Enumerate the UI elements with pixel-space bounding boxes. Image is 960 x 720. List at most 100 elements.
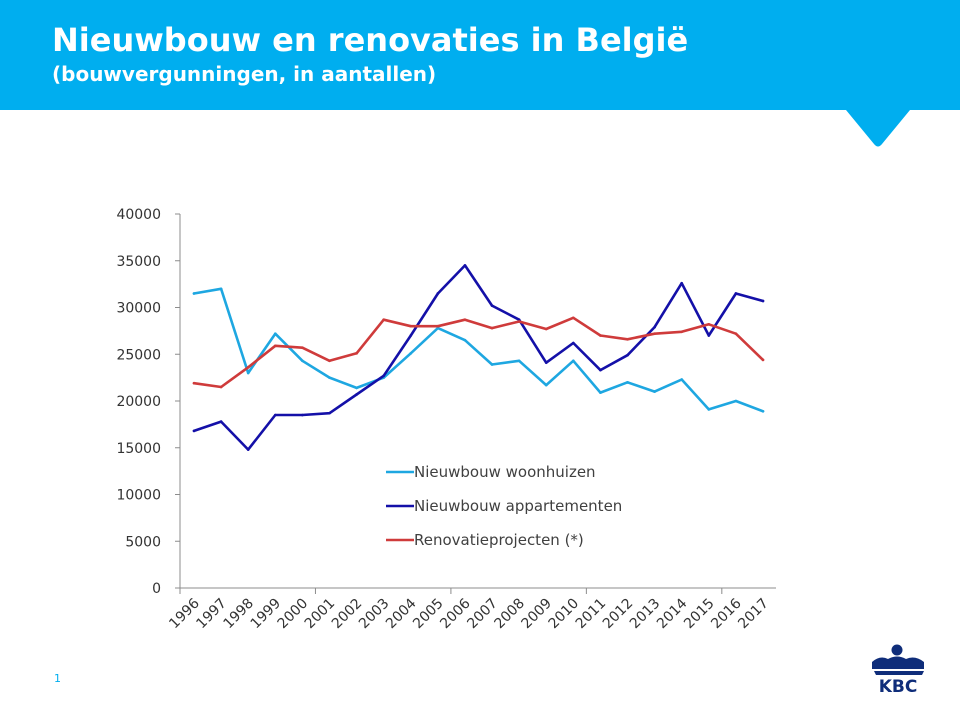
- data-point: [409, 324, 413, 328]
- y-tick-label: 25000: [116, 347, 161, 363]
- page-title: Nieuwbouw en renovaties in België: [52, 21, 689, 59]
- x-tick-label: 2005: [410, 596, 447, 633]
- series-line-2: [192, 264, 765, 451]
- data-point: [301, 346, 304, 350]
- data-point: [517, 318, 521, 321]
- legend-label: Nieuwbouw woonhuizen: [414, 463, 596, 481]
- x-tick-label: 2008: [491, 596, 528, 633]
- x-tick-label: 2017: [735, 596, 772, 633]
- data-point: [463, 264, 467, 267]
- data-point: [680, 378, 684, 381]
- logo-text: KBC: [879, 677, 918, 694]
- data-point: [572, 341, 575, 345]
- x-tick-label: 1998: [221, 596, 258, 633]
- x-tick-label: 2011: [573, 596, 610, 633]
- x-tick-label: 2010: [546, 596, 583, 633]
- data-point: [490, 326, 494, 330]
- data-point: [246, 366, 250, 369]
- y-tick-label: 0: [152, 581, 161, 597]
- x-tick-label: 2014: [654, 595, 691, 632]
- data-point: [734, 399, 738, 403]
- data-point: [599, 368, 602, 372]
- y-tick-label: 20000: [116, 394, 161, 410]
- data-point: [246, 371, 250, 375]
- data-point: [761, 299, 765, 303]
- data-point: [273, 413, 277, 417]
- y-tick-label: 30000: [116, 301, 161, 317]
- data-point: [517, 320, 521, 323]
- data-point: [680, 281, 684, 285]
- data-point: [463, 338, 467, 342]
- data-point: [301, 359, 304, 363]
- data-point: [761, 358, 765, 362]
- data-point: [734, 332, 738, 335]
- data-point: [544, 361, 548, 364]
- data-point: [436, 324, 440, 328]
- data-point: [707, 334, 711, 337]
- data-point: [599, 334, 602, 337]
- kbc-logo: KBC: [872, 644, 924, 694]
- data-point: [707, 408, 711, 411]
- y-tick-label: 5000: [125, 534, 161, 550]
- data-point: [328, 359, 331, 363]
- x-tick-label: 2006: [437, 595, 474, 632]
- data-point: [436, 292, 440, 295]
- legend-label: Nieuwbouw appartementen: [414, 497, 622, 515]
- data-point: [328, 411, 331, 415]
- header-banner: [0, 0, 960, 110]
- y-tick-label: 35000: [116, 254, 161, 270]
- x-tick-label: 2012: [600, 596, 637, 633]
- data-point: [273, 332, 277, 335]
- data-point: [192, 292, 196, 295]
- x-tick-label: 2004: [383, 595, 420, 632]
- chart-legend: Nieuwbouw woonhuizen Nieuwbouw appartemen…: [386, 463, 622, 549]
- data-point: [734, 292, 738, 295]
- y-tick-label: 10000: [116, 488, 161, 504]
- data-point: [626, 353, 629, 357]
- data-point: [626, 381, 629, 384]
- data-point: [490, 363, 494, 366]
- data-point: [653, 325, 656, 329]
- y-tick-label: 15000: [116, 441, 161, 457]
- x-tick-label: 1999: [248, 596, 285, 633]
- x-tick-label: 2002: [329, 596, 366, 633]
- data-point: [219, 287, 223, 291]
- data-point: [273, 344, 277, 348]
- data-point: [409, 334, 413, 337]
- y-tick-label: 40000: [116, 207, 161, 223]
- series-line-3: [192, 316, 765, 389]
- x-tick-label: 2009: [519, 596, 556, 633]
- data-point: [761, 409, 765, 413]
- data-point: [653, 390, 656, 393]
- data-point: [544, 327, 548, 331]
- x-tick-label: 2000: [275, 596, 312, 633]
- page-number: 1: [54, 672, 61, 685]
- x-tick-label: 2016: [708, 595, 745, 632]
- data-point: [246, 448, 250, 451]
- data-point: [572, 316, 575, 320]
- x-tick-label: 2007: [464, 596, 501, 633]
- chart-series: [192, 264, 765, 451]
- data-point: [653, 332, 656, 335]
- legend-label: Renovatieprojecten (*): [414, 531, 584, 549]
- data-point: [463, 318, 467, 321]
- data-point: [707, 323, 711, 326]
- data-point: [599, 391, 602, 394]
- data-point: [219, 420, 223, 423]
- x-tick-label: 1997: [193, 596, 230, 633]
- data-point: [626, 337, 629, 341]
- x-tick-label: 1996: [166, 595, 203, 632]
- x-tick-label: 2013: [627, 596, 664, 633]
- data-point: [219, 385, 223, 389]
- data-point: [355, 393, 358, 396]
- series-line-1: [192, 287, 765, 413]
- header-notch: [846, 110, 910, 147]
- data-point: [355, 386, 358, 390]
- data-point: [544, 383, 548, 387]
- data-point: [192, 381, 196, 385]
- data-point: [382, 318, 385, 321]
- data-point: [192, 429, 196, 433]
- x-tick-label: 2003: [356, 596, 393, 633]
- data-point: [490, 304, 494, 307]
- data-point: [409, 352, 413, 355]
